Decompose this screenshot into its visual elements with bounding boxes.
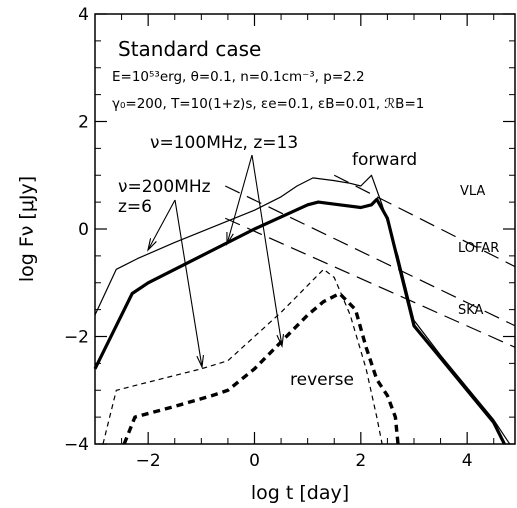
x-tick-label: −2 [136, 451, 161, 471]
arrow-100mhz-thin-head [226, 231, 234, 246]
curve-thick-dashed [122, 291, 400, 445]
params-line2: γ₀=200, T=10(1+z)s, εe=0.1, εB=0.01, ℛB=… [112, 96, 424, 112]
ticks: −2 0 2 4 −4 −2 0 2 4 [64, 5, 515, 471]
curve-thin-dashed [102, 268, 383, 445]
label-forward: forward [352, 150, 417, 170]
arrow-100mhz-thick [251, 154, 283, 347]
x-tick-label: 2 [355, 451, 366, 471]
y-tick-label: 2 [78, 113, 89, 133]
x-tick-label: 4 [462, 451, 473, 471]
label-100mhz: ν=100MHz, z=13 [150, 133, 298, 153]
y-tick-label: 0 [78, 220, 89, 240]
label-vla: VLA [460, 184, 485, 199]
arrow-200mhz-thick [174, 199, 203, 368]
label-ska: SKA [458, 303, 484, 318]
arrow-200mhz-thin [147, 199, 176, 251]
sensitivity-ska [225, 217, 516, 348]
label-200mhz-b: z=6 [118, 197, 152, 217]
y-tick-label: 4 [78, 5, 89, 25]
curve-thick-solid [93, 197, 506, 445]
label-200mhz-a: ν=200MHz [118, 177, 211, 197]
label-lofar: LOFAR [458, 241, 499, 256]
y-tick-label: −2 [64, 328, 89, 348]
y-tick-label: −4 [64, 435, 89, 455]
arrow-100mhz-thin [226, 154, 253, 245]
arrow-200mhz-thick-head [196, 355, 204, 369]
x-tick-label: 0 [249, 451, 260, 471]
arrows [147, 154, 285, 369]
arrow-200mhz-thin-head [147, 238, 157, 252]
params-line1: E=10⁵³erg, θ=0.1, n=0.1cm⁻³, p=2.2 [112, 69, 365, 85]
arrow-100mhz-thick-head [276, 334, 285, 348]
series-layer [93, 174, 511, 445]
label-reverse: reverse [290, 370, 354, 390]
curve-thin-solid [94, 174, 511, 445]
sensitivity-lofar [224, 185, 516, 327]
sensitivity-layer [224, 174, 516, 348]
x-axis-label: log t [day] [251, 482, 349, 504]
y-axis-label: log Fν [μJy] [16, 176, 38, 282]
sensitivity-vla [333, 174, 516, 268]
case-title: Standard case [118, 37, 261, 61]
